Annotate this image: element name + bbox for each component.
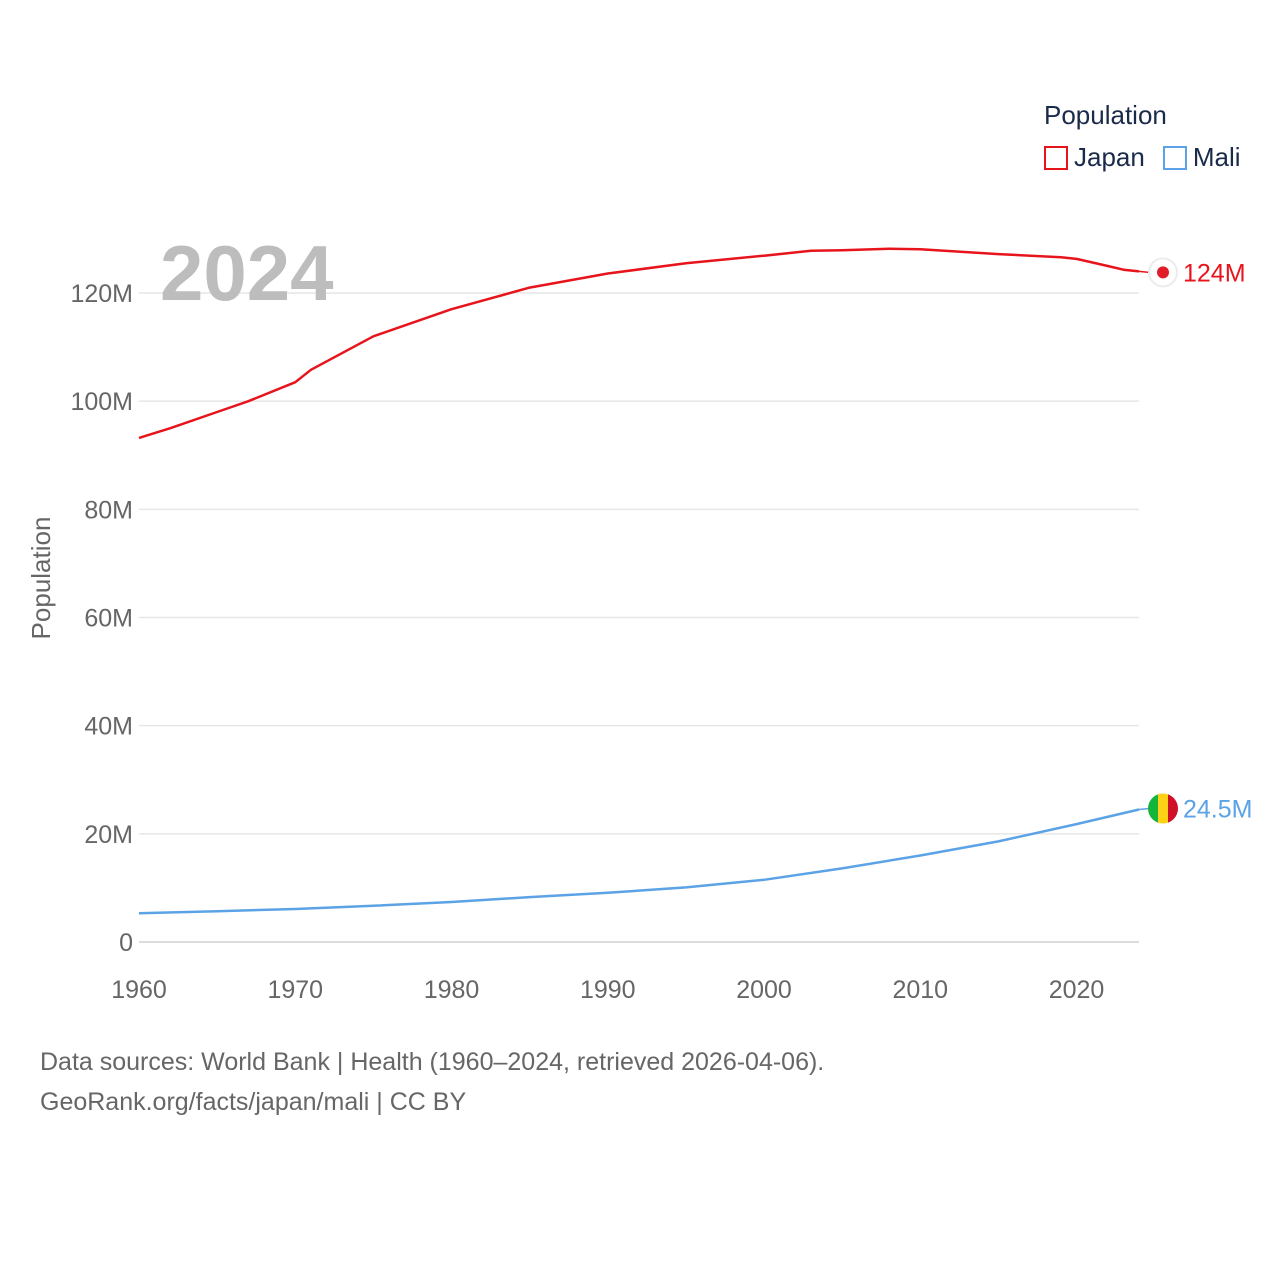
series-line-mali[interactable] <box>138 808 1140 915</box>
flag-mali-yellow <box>1158 793 1168 824</box>
flag-japan-disc <box>1157 266 1169 279</box>
gridlines <box>139 292 1139 943</box>
end-label-mali: 24.5M <box>1183 795 1252 823</box>
legend-label-japan: Japan <box>1074 142 1145 172</box>
y-tick-label: 0 <box>119 929 133 957</box>
y-tick-label: 40M <box>84 713 133 741</box>
x-tick-label: 1990 <box>580 976 636 1004</box>
y-tick-label: 20M <box>84 821 133 849</box>
end-markers: 124M 24.5M <box>1138 257 1252 824</box>
legend-title: Population <box>1044 100 1167 130</box>
flag-japan-icon <box>1148 257 1178 288</box>
x-tick-label: 1980 <box>424 976 480 1004</box>
footer: Data sources: World Bank | Health (1960–… <box>40 1042 824 1122</box>
year-label: 2024 <box>160 229 334 317</box>
x-tick-label: 2010 <box>892 976 948 1004</box>
x-axis-ticks: 1960 1970 1980 1990 2000 2010 2020 <box>111 976 1104 1004</box>
y-tick-label: 80M <box>84 496 133 524</box>
legend-item-mali[interactable]: Mali <box>1162 142 1241 173</box>
legend-swatch-japan <box>1044 145 1068 170</box>
connector-japan <box>1138 270 1150 274</box>
legend-label-mali: Mali <box>1192 142 1241 172</box>
y-axis-title: Population <box>26 517 56 640</box>
flag-mali-icon <box>1148 793 1178 824</box>
source-url[interactable]: GeoRank.org/facts/japan/mali | CC BY <box>40 1088 467 1116</box>
y-tick-label: 120M <box>70 280 133 308</box>
flag-mali-red <box>1168 793 1178 824</box>
x-tick-label: 1960 <box>111 976 167 1004</box>
series-lines <box>138 247 1140 915</box>
legend-item-japan[interactable]: Japan <box>1044 142 1145 173</box>
x-tick-label: 2000 <box>736 976 792 1004</box>
x-tick-label: 2020 <box>1049 976 1105 1004</box>
legend: Japan Mali <box>1044 142 1259 173</box>
data-source-note: Data sources: World Bank | Health (1960–… <box>40 1048 825 1076</box>
series-line-japan[interactable] <box>138 247 1140 440</box>
legend-swatch-mali <box>1162 145 1187 170</box>
flag-mali-green <box>1148 793 1158 824</box>
y-axis-ticks: 0 20M 40M 60M 80M 100M 120M <box>70 280 133 957</box>
connector-mali <box>1138 807 1150 811</box>
end-label-japan: 124M <box>1183 259 1246 287</box>
y-tick-label: 100M <box>70 388 133 416</box>
y-tick-label: 60M <box>84 605 133 633</box>
x-tick-label: 1970 <box>267 976 323 1004</box>
